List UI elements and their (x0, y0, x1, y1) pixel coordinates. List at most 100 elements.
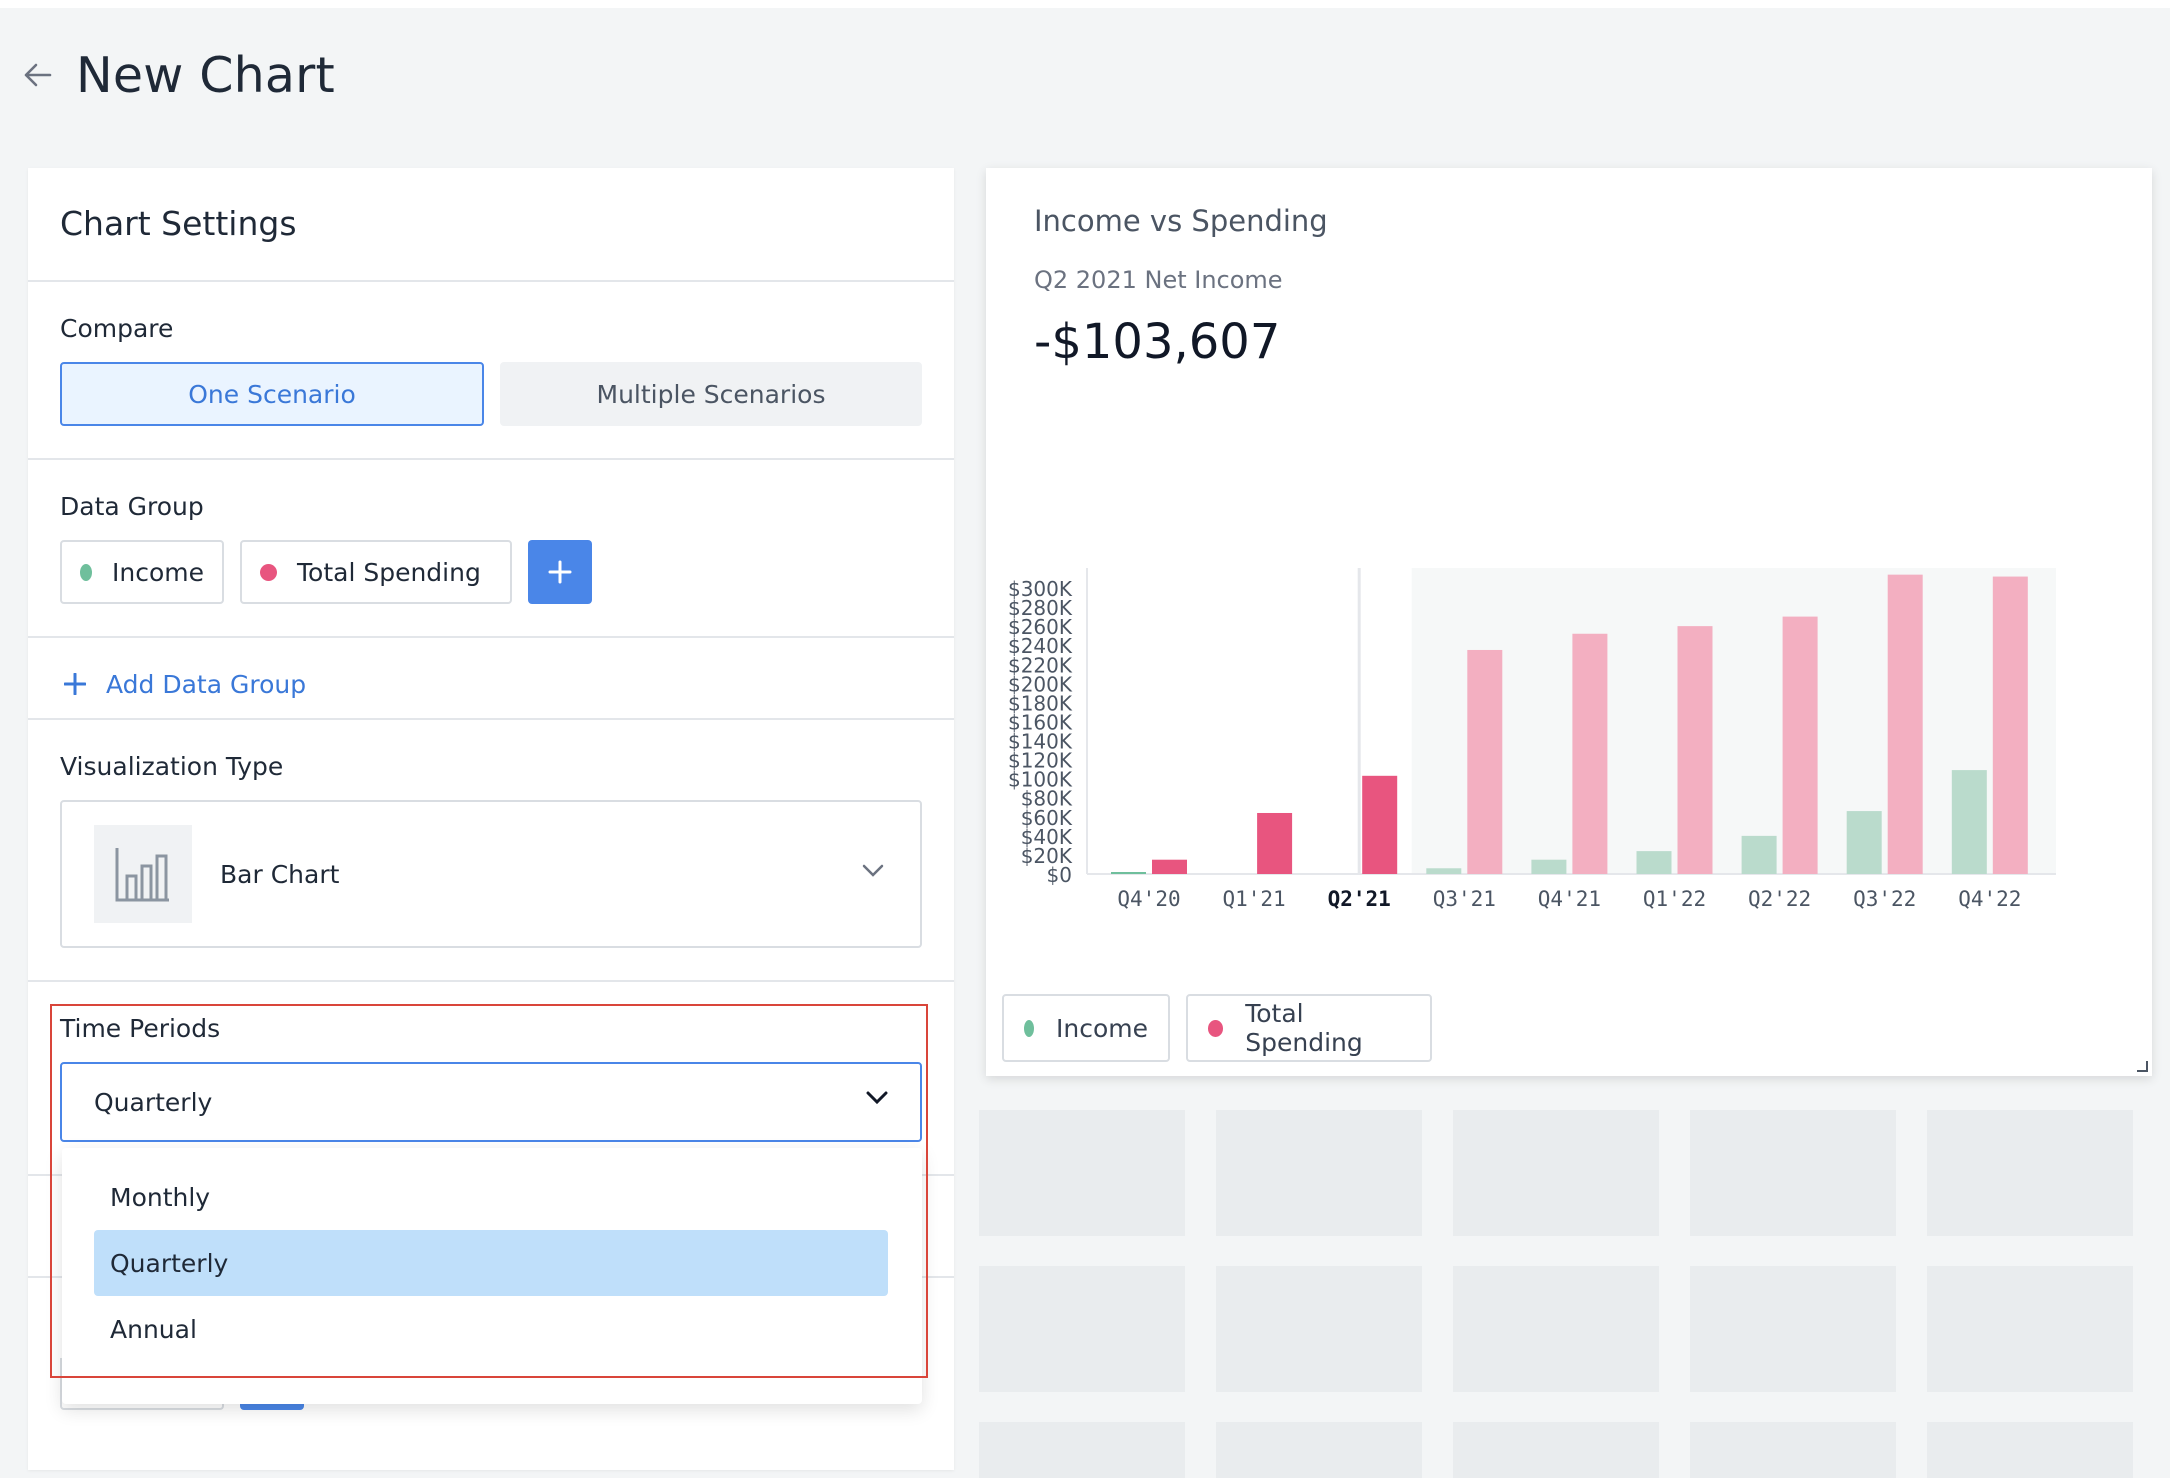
plus-icon (64, 673, 86, 695)
page-title: New Chart (76, 46, 335, 104)
bar-chart-icon (94, 825, 192, 923)
top-strip (0, 0, 2170, 8)
placeholder-tile (1453, 1422, 1659, 1478)
divider (28, 280, 954, 282)
visualization-type-select[interactable]: Bar Chart (60, 800, 922, 948)
plus-icon (548, 560, 572, 584)
placeholder-tile (979, 1266, 1185, 1392)
add-data-item-button[interactable] (528, 540, 592, 604)
y-tick-label: $200K (1008, 672, 1073, 696)
divider (28, 636, 954, 638)
y-tick-label: $300K (1008, 577, 1073, 601)
bar-income (1846, 811, 1882, 874)
bar-income (1426, 868, 1462, 874)
back-arrow-icon[interactable] (22, 59, 54, 91)
dropdown-option-quarterly[interactable]: Quarterly (94, 1230, 888, 1296)
divider (28, 458, 954, 460)
y-tick-label: $20K (1021, 844, 1073, 868)
bar-income (1111, 872, 1146, 874)
bar-total-spending (1992, 576, 2028, 874)
chip-label: Total Spending (297, 557, 481, 587)
placeholder-tile (1216, 1266, 1422, 1392)
multiple-scenarios-button[interactable]: Multiple Scenarios (500, 362, 922, 426)
y-tick-label: $100K (1008, 768, 1073, 792)
bar-income (1636, 851, 1672, 874)
bar-total-spending (1467, 649, 1503, 874)
one-scenario-button[interactable]: One Scenario (60, 362, 484, 426)
x-tick-label: Q3'21 (1433, 887, 1496, 911)
divider (28, 980, 954, 982)
y-tick-label: $80K (1021, 787, 1073, 811)
x-tick-label: Q2'22 (1748, 887, 1811, 911)
x-tick-label: Q2'21 (1328, 887, 1391, 911)
panel-title: Chart Settings (60, 204, 297, 243)
bar-income (1741, 835, 1777, 874)
income-dot-icon (1024, 1019, 1034, 1037)
bar-total-spending (1782, 616, 1818, 874)
time-periods-select[interactable]: Quarterly (60, 1062, 922, 1142)
y-tick-label: $120K (1008, 749, 1073, 773)
legend-item-income[interactable]: Income (1002, 994, 1170, 1062)
bar-chart: $300K$280K$260K$240K$220K$200K$180K$160K… (1008, 568, 2056, 911)
bar-total-spending (1887, 574, 1923, 874)
placeholder-tile (1927, 1422, 2133, 1478)
bar-total-spending (1572, 633, 1608, 874)
x-tick-label: Q1'22 (1643, 887, 1706, 911)
placeholder-tile (1690, 1422, 1896, 1478)
legend-item-total-spending[interactable]: Total Spending (1186, 994, 1432, 1062)
x-tick-label: Q4'21 (1538, 887, 1601, 911)
data-group-chip-income[interactable]: Income (60, 540, 224, 604)
y-tick-label: $180K (1008, 691, 1073, 715)
chart-card: Income vs Spending Q2 2021 Net Income -$… (986, 168, 2152, 1076)
placeholder-tile (1927, 1266, 2133, 1392)
income-dot-icon (80, 563, 92, 581)
chart-title: Income vs Spending (1034, 204, 1328, 238)
chevron-down-icon (866, 1091, 888, 1105)
chevron-down-icon (862, 864, 884, 877)
visualization-type-label: Visualization Type (60, 752, 284, 781)
chart-settings-panel: Chart Settings Compare One Scenario Mult… (28, 168, 954, 1470)
add-data-group-button[interactable]: Add Data Group (64, 662, 306, 706)
placeholder-tile (1216, 1422, 1422, 1478)
divider (28, 718, 954, 720)
bar-total-spending (1257, 812, 1293, 874)
x-tick-label: Q1'21 (1222, 887, 1285, 911)
data-group-chip-total-spending[interactable]: Total Spending (240, 540, 512, 604)
bar-total-spending (1362, 775, 1398, 874)
bar-total-spending (1677, 626, 1713, 874)
x-tick-label: Q4'22 (1958, 887, 2021, 911)
placeholder-tile (1927, 1110, 2133, 1236)
chart-subtitle: Q2 2021 Net Income (1034, 266, 1283, 294)
placeholder-tile (979, 1110, 1185, 1236)
compare-label: Compare (60, 314, 174, 343)
y-tick-label: $220K (1008, 653, 1073, 677)
y-tick-label: $280K (1008, 596, 1073, 620)
legend-label: Total Spending (1245, 999, 1363, 1057)
x-tick-label: Q3'22 (1853, 887, 1916, 911)
placeholder-tile (1690, 1110, 1896, 1236)
y-tick-label: $40K (1021, 825, 1073, 849)
time-periods-value: Quarterly (94, 1087, 213, 1117)
bar-income (1531, 859, 1567, 874)
visualization-type-value: Bar Chart (220, 859, 340, 889)
forecast-region (1411, 568, 2056, 874)
bar-income (1951, 770, 1987, 874)
resize-handle-icon[interactable] (2136, 1060, 2148, 1072)
data-group-label: Data Group (60, 492, 204, 521)
placeholder-tile (1453, 1110, 1659, 1236)
y-tick-label: $0 (1047, 863, 1072, 887)
time-periods-label: Time Periods (60, 1014, 221, 1043)
placeholder-tile (1690, 1266, 1896, 1392)
placeholder-tile (1216, 1110, 1422, 1236)
placeholder-tile (1453, 1266, 1659, 1392)
legend-label: Income (1056, 1013, 1148, 1043)
dropdown-option-monthly[interactable]: Monthly (110, 1182, 211, 1212)
add-data-group-label: Add Data Group (106, 669, 307, 699)
y-tick-label: $160K (1008, 710, 1073, 734)
net-income-value: -$103,607 (1034, 314, 1281, 370)
page-header: New Chart (22, 42, 335, 108)
x-tick-label: Q4'20 (1117, 887, 1180, 911)
spending-dot-icon (260, 563, 277, 581)
dropdown-option-annual[interactable]: Annual (110, 1314, 197, 1344)
chip-label: Income (112, 557, 204, 587)
